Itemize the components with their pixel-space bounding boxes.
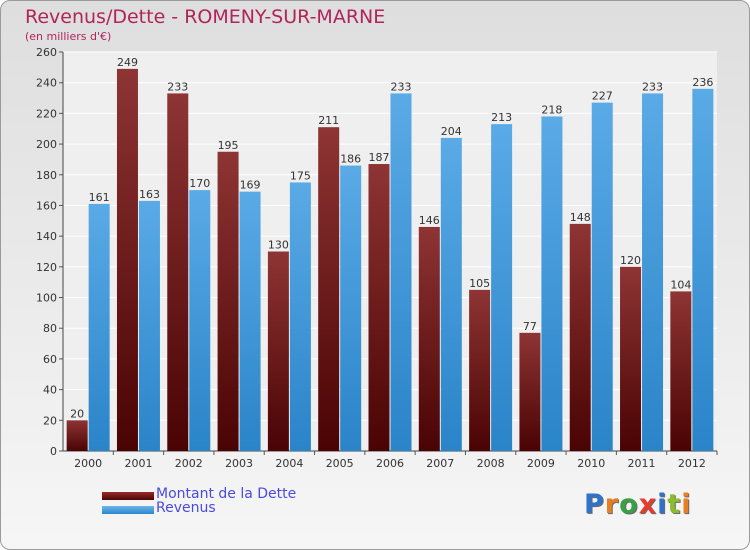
y-tick-label: 60 (43, 353, 57, 366)
bar-revenus-label: 218 (541, 103, 562, 116)
bar-revenus-label: 161 (89, 191, 110, 204)
bar-dette-label: 249 (117, 56, 138, 69)
bar-dette (66, 420, 88, 451)
bar-revenus (390, 93, 412, 451)
plot-area (63, 52, 717, 451)
bar-revenus (642, 93, 664, 451)
bar-revenus-label: 186 (340, 153, 361, 166)
bar-dette-label: 120 (620, 254, 641, 267)
bar-revenus (88, 203, 110, 451)
x-tick-label: 2011 (628, 457, 656, 470)
logo-letter: i (657, 489, 668, 520)
bar-revenus-label: 163 (139, 188, 160, 201)
bar-dette (217, 151, 239, 451)
x-tick-label: 2007 (426, 457, 454, 470)
chart-subtitle: (en milliers d'€) (25, 30, 112, 43)
bar-dette (670, 291, 692, 451)
bar-revenus (491, 124, 513, 451)
x-tick-label: 2005 (326, 457, 354, 470)
y-tick-label: 240 (36, 77, 57, 90)
bar-dette (620, 266, 642, 451)
bar-dette (267, 251, 289, 451)
logo-letter: x (638, 489, 658, 520)
chart-title: Revenus/Dette - ROMENY-SUR-MARNE (25, 6, 386, 28)
bar-revenus-label: 175 (290, 169, 311, 182)
legend-swatch-dette (102, 492, 154, 500)
y-tick-label: 40 (43, 384, 57, 397)
bar-dette (318, 127, 340, 451)
bar-dette (469, 289, 491, 451)
bar-dette (418, 226, 440, 451)
bar-revenus (541, 116, 563, 451)
x-tick-label: 2002 (175, 457, 203, 470)
logo-letter: P (584, 489, 605, 520)
bar-dette-label: 130 (268, 239, 289, 252)
bar-dette-label: 105 (469, 277, 490, 290)
bar-dette (569, 223, 591, 451)
bar-revenus-label: 236 (692, 76, 713, 89)
y-tick-label: 100 (36, 292, 57, 305)
x-tick-label: 2008 (477, 457, 505, 470)
bar-revenus-label: 233 (642, 80, 663, 93)
x-tick-label: 2004 (275, 457, 303, 470)
y-tick-label: 220 (36, 107, 57, 120)
bar-revenus-label: 227 (592, 90, 613, 103)
bar-dette-label: 148 (570, 211, 591, 224)
bar-dette-label: 211 (318, 114, 339, 127)
x-tick-label: 2009 (527, 457, 555, 470)
bar-revenus-label: 233 (391, 80, 412, 93)
x-tick-label: 2006 (376, 457, 404, 470)
bar-revenus-label: 169 (240, 179, 261, 192)
bar-dette (116, 68, 138, 451)
bar-dette-label: 195 (218, 139, 239, 152)
x-tick-label: 2003 (225, 457, 253, 470)
bar-revenus (138, 200, 160, 451)
legend-label-dette: Montant de la Dette (156, 486, 297, 502)
bar-dette-label: 104 (670, 278, 691, 291)
y-tick-label: 160 (36, 199, 57, 212)
y-tick-label: 260 (36, 46, 57, 59)
bar-dette-label: 146 (419, 214, 440, 227)
bar-revenus-label: 170 (189, 177, 210, 190)
bar-revenus-label: 213 (491, 111, 512, 124)
legend-swatch-revenus (102, 506, 154, 514)
bar-revenus (189, 190, 211, 451)
y-tick-label: 140 (36, 230, 57, 243)
x-tick-label: 2012 (678, 457, 706, 470)
bar-revenus (340, 165, 362, 452)
x-tick-label: 2001 (124, 457, 152, 470)
bar-revenus (692, 88, 714, 451)
bar-dette-label: 77 (523, 320, 537, 333)
logo-letter: t (667, 489, 682, 520)
y-tick-label: 20 (43, 414, 57, 427)
logo-letter: i (681, 489, 692, 520)
y-tick-label: 120 (36, 261, 57, 274)
bar-revenus (440, 137, 462, 451)
bar-revenus-label: 204 (441, 125, 462, 138)
bar-dette (368, 164, 390, 451)
bar-revenus (239, 191, 261, 451)
proxiti-logo: Proxiti (584, 489, 692, 520)
y-tick-label: 180 (36, 169, 57, 182)
bar-dette-label: 233 (167, 80, 188, 93)
x-tick-label: 2000 (74, 457, 102, 470)
bar-dette-label: 187 (369, 151, 390, 164)
logo-letter: o (619, 489, 639, 520)
bar-revenus (289, 182, 311, 451)
y-tick-label: 0 (50, 445, 57, 458)
bar-dette (519, 332, 541, 451)
bar-dette-label: 20 (70, 407, 84, 420)
x-tick-label: 2010 (577, 457, 605, 470)
y-tick-label: 80 (43, 322, 57, 335)
bar-revenus (591, 102, 613, 452)
y-tick-label: 200 (36, 138, 57, 151)
legend-label-revenus: Revenus (156, 500, 216, 516)
bar-dette (167, 93, 189, 451)
logo-letter: r (604, 489, 620, 520)
